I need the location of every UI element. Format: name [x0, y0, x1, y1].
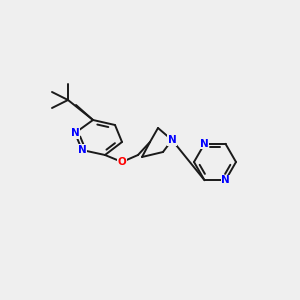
Text: N: N [78, 145, 86, 155]
Text: N: N [200, 139, 209, 149]
Text: O: O [118, 157, 126, 167]
Text: N: N [70, 128, 80, 138]
Text: N: N [221, 175, 230, 185]
Text: N: N [168, 135, 176, 145]
